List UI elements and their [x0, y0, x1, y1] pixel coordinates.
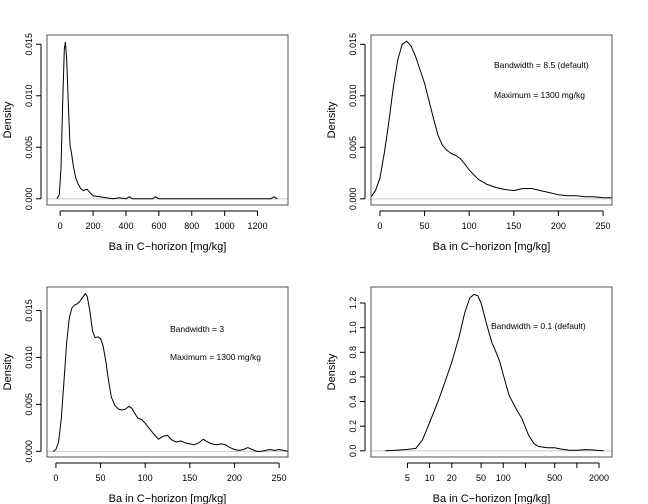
y-tick-label: 0.005: [24, 136, 34, 159]
plot-frame: [370, 34, 613, 206]
plot-frame: [370, 286, 613, 458]
y-tick-label: 0.015: [24, 299, 34, 322]
panel-top-left: 0 200 400 600 800 1000 1200 0.000 0.005 0.010 0.01…: [2, 33, 289, 253]
y-tick-label: 0.005: [24, 393, 34, 416]
x-axis-label: Ba in C−horizon [mg/kg]: [109, 493, 227, 504]
x-tick-label: 200: [227, 473, 242, 483]
panel-top-right: 0 50 100 150 200 250 0.000 0.005 0.010 0.015 Ba in…: [326, 33, 613, 253]
y-axis-label: Density: [2, 353, 14, 390]
annotation-text: Bandwidth = 3: [170, 324, 224, 334]
panel-bottom-right: 5 10 20 50 100 500 2000 0.0 0.2 0.4 0.6 0.8 1.0 1.2 Ba…: [326, 286, 613, 504]
x-tick-label: 200: [551, 221, 566, 231]
x-axis-label: Ba in C−horizon [mg/kg]: [433, 241, 551, 253]
x-tick-label: 600: [151, 221, 166, 231]
x-tick-label: 1200: [248, 221, 268, 231]
x-tick-label: 50: [96, 473, 106, 483]
density-curve: [385, 293, 604, 452]
x-axis-label: Ba in C−horizon [mg/kg]: [109, 241, 227, 253]
x-tick-label: 20: [447, 473, 457, 483]
y-tick-label: 0.000: [24, 440, 34, 463]
x-tick-label: 250: [596, 221, 611, 231]
y-axis-label: Density: [326, 101, 338, 138]
x-tick-label: 400: [118, 221, 133, 231]
x-tick-label: 150: [182, 473, 197, 483]
x-tick-label: 500: [547, 473, 562, 483]
x-tick-label: 50: [476, 473, 486, 483]
x-tick-label: 50: [420, 221, 430, 231]
density-curve: [370, 40, 612, 199]
x-tick-label: 150: [506, 221, 521, 231]
y-tick-label: 0.2: [348, 420, 358, 433]
y-tick-label: 0.000: [24, 188, 34, 211]
annotation-text: Maximum = 1300 mg/kg: [494, 90, 585, 100]
y-tick-label: 1.0: [348, 321, 358, 334]
y-tick-label: 0.015: [348, 33, 358, 56]
density-curve: [52, 293, 289, 452]
annotation-text: Maximum = 1300 mg/kg: [170, 352, 261, 362]
y-tick-label: 0.4: [348, 395, 358, 408]
y-axis-label: Density: [2, 101, 14, 138]
x-tick-label: 800: [184, 221, 199, 231]
x-tick-label: 200: [86, 221, 101, 231]
x-tick-label: 100: [462, 221, 477, 231]
x-tick-label: 250: [272, 473, 287, 483]
y-tick-label: 0.005: [348, 136, 358, 159]
y-tick-label: 0.010: [348, 85, 358, 108]
x-tick-label: 2000: [589, 473, 609, 483]
x-tick-label: 10: [425, 473, 435, 483]
y-tick-label: 0.000: [348, 188, 358, 211]
y-tick-label: 0.8: [348, 346, 358, 359]
x-tick-label: 0: [377, 221, 382, 231]
x-tick-label: 100: [496, 473, 511, 483]
y-tick-label: 0.015: [24, 33, 34, 56]
density-curve: [56, 41, 278, 200]
x-tick-label: 100: [138, 473, 153, 483]
x-tick-label: 1000: [215, 221, 235, 231]
x-tick-label: 0: [53, 473, 58, 483]
plot-frame: [46, 286, 289, 458]
y-tick-label: 0.6: [348, 371, 358, 384]
y-axis-label: Density: [326, 353, 338, 390]
plot-frame: [46, 34, 289, 206]
x-tick-label: 5: [405, 473, 410, 483]
panel-bottom-left: 0 50 100 150 200 250 0.000 0.005 0.010 0.015 Ba in…: [2, 286, 289, 504]
annotation-text: Bandwidth = 0.1 (default): [491, 321, 586, 331]
y-tick-label: 1.2: [348, 297, 358, 310]
annotation-text: Bandwidth = 8.5 (default): [494, 60, 589, 70]
x-axis-label: Ba in C−horizon [mg/kg]: [433, 493, 551, 504]
y-tick-label: 0.0: [348, 445, 358, 458]
x-tick-label: 0: [58, 221, 63, 231]
y-tick-label: 0.010: [24, 85, 34, 108]
y-tick-label: 0.010: [24, 346, 34, 369]
